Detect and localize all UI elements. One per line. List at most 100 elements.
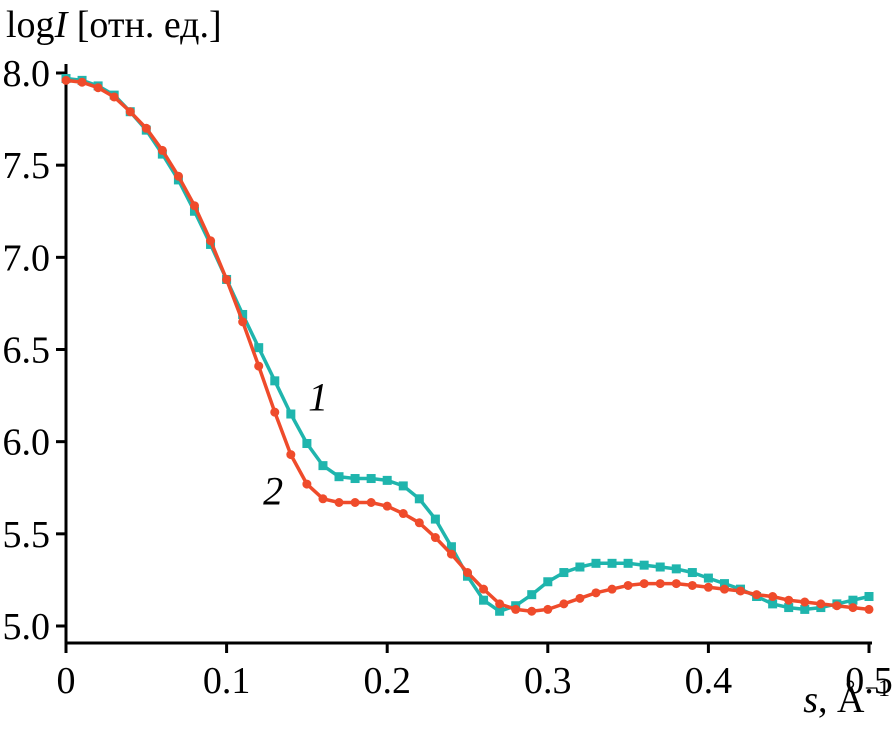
series-2-point bbox=[446, 549, 456, 559]
series-2-point bbox=[206, 236, 216, 246]
series-2-point bbox=[93, 83, 103, 93]
series-2-point bbox=[414, 518, 424, 528]
x-tick-label-3: 0.3 bbox=[524, 660, 572, 702]
series-2-point bbox=[800, 597, 810, 607]
series-2-point bbox=[655, 579, 665, 589]
series-2-point bbox=[366, 497, 376, 507]
series-2-point bbox=[864, 604, 874, 614]
series-1-point bbox=[302, 439, 312, 449]
x-axis-title: s, Å−1 bbox=[803, 676, 890, 721]
series-1-point bbox=[671, 564, 681, 574]
series-1-point bbox=[527, 590, 537, 600]
series-2-point bbox=[318, 494, 328, 504]
series-1-point bbox=[366, 474, 376, 484]
series-1-point bbox=[334, 472, 344, 482]
series-2-point bbox=[816, 599, 826, 609]
x-ticks: 0 0.1 0.2 0.3 0.4 0.5 bbox=[57, 643, 893, 702]
y-tick-label-2: 6.0 bbox=[3, 422, 51, 464]
series-1-point bbox=[703, 573, 713, 583]
x-tick-label-5: 0.5 bbox=[845, 660, 893, 702]
series-1-point bbox=[479, 595, 489, 605]
series-1-point bbox=[575, 562, 585, 572]
series-2-point bbox=[703, 582, 713, 592]
y-tick-label-3: 6.5 bbox=[3, 330, 51, 372]
series-2-point bbox=[238, 317, 248, 327]
series-1-point bbox=[623, 558, 633, 568]
series-1-point bbox=[189, 206, 199, 216]
series-2 bbox=[61, 75, 874, 616]
series-2-point bbox=[189, 201, 199, 211]
series-1-line bbox=[65, 76, 870, 614]
series-1-point bbox=[607, 558, 617, 568]
x-tick-label-0: 0 bbox=[57, 660, 76, 702]
series-2-point bbox=[479, 584, 489, 594]
series-2-point bbox=[784, 595, 794, 605]
series-2-point bbox=[575, 593, 585, 603]
series-1-point bbox=[382, 475, 392, 485]
series-2-point bbox=[543, 604, 553, 614]
series-2-point bbox=[511, 604, 521, 614]
series-1-point bbox=[543, 577, 553, 587]
series-2-point bbox=[719, 584, 729, 594]
series-2-point bbox=[61, 75, 71, 85]
series-1-point bbox=[254, 343, 264, 353]
series-2-point bbox=[671, 579, 681, 589]
y-tick-label-6: 8.0 bbox=[3, 53, 51, 95]
series-1-point bbox=[270, 376, 280, 386]
series-2-point bbox=[173, 171, 183, 181]
x-tick-label-2: 0.2 bbox=[363, 660, 411, 702]
series-1-point bbox=[318, 461, 328, 471]
series-1 bbox=[61, 74, 874, 616]
series-1-point bbox=[238, 309, 248, 319]
series-2-point bbox=[270, 407, 280, 417]
y-axis-title: logI [отн. ед.] bbox=[6, 4, 222, 46]
series-1-point bbox=[784, 603, 794, 613]
y-tick-label-5: 7.5 bbox=[3, 145, 51, 187]
series-2-point bbox=[141, 123, 151, 133]
series-2-point bbox=[302, 479, 312, 489]
series-2-point bbox=[77, 77, 87, 87]
series-2-point bbox=[832, 601, 842, 611]
series-2-point bbox=[736, 586, 746, 596]
series-2-point bbox=[559, 599, 569, 609]
curve-label-1: 1 bbox=[308, 374, 328, 419]
series-1-point bbox=[687, 568, 697, 578]
series-2-point bbox=[430, 533, 440, 543]
curve-label-2: 2 bbox=[263, 468, 283, 513]
y-tick-label-1: 5.5 bbox=[3, 514, 51, 556]
series-1-point bbox=[591, 558, 601, 568]
series-1-point bbox=[768, 599, 778, 609]
series-1-point bbox=[655, 562, 665, 572]
x-tick-label-4: 0.4 bbox=[685, 660, 733, 702]
series-1-point bbox=[398, 481, 408, 491]
series-2-point bbox=[334, 497, 344, 507]
series-1-point bbox=[446, 542, 456, 552]
series-1-point bbox=[559, 568, 569, 578]
series-2-line bbox=[65, 78, 870, 614]
series-1-point bbox=[800, 604, 810, 614]
x-tick-label-1: 0.1 bbox=[203, 660, 251, 702]
series-1-point bbox=[350, 474, 360, 484]
series-2-point bbox=[527, 606, 537, 616]
series-2-point bbox=[848, 603, 858, 613]
series-1-point bbox=[719, 579, 729, 589]
series-2-point bbox=[463, 568, 472, 578]
series-2-point bbox=[768, 592, 778, 602]
series-2-point bbox=[109, 92, 119, 102]
series-2-point bbox=[623, 580, 633, 590]
series-2-point bbox=[286, 450, 296, 460]
series-2-point bbox=[398, 509, 408, 519]
series-1-point bbox=[414, 494, 424, 504]
y-tick-label-4: 7.0 bbox=[3, 237, 51, 279]
series-2-point bbox=[591, 588, 601, 598]
series-2-point bbox=[752, 590, 762, 600]
series-1-point bbox=[639, 560, 649, 570]
series-2-point bbox=[222, 274, 232, 284]
series-layer bbox=[61, 74, 874, 616]
series-2-point bbox=[382, 501, 392, 511]
series-2-point bbox=[254, 361, 264, 371]
series-2-point bbox=[607, 584, 617, 594]
series-2-point bbox=[687, 580, 697, 590]
series-1-point bbox=[848, 595, 858, 605]
